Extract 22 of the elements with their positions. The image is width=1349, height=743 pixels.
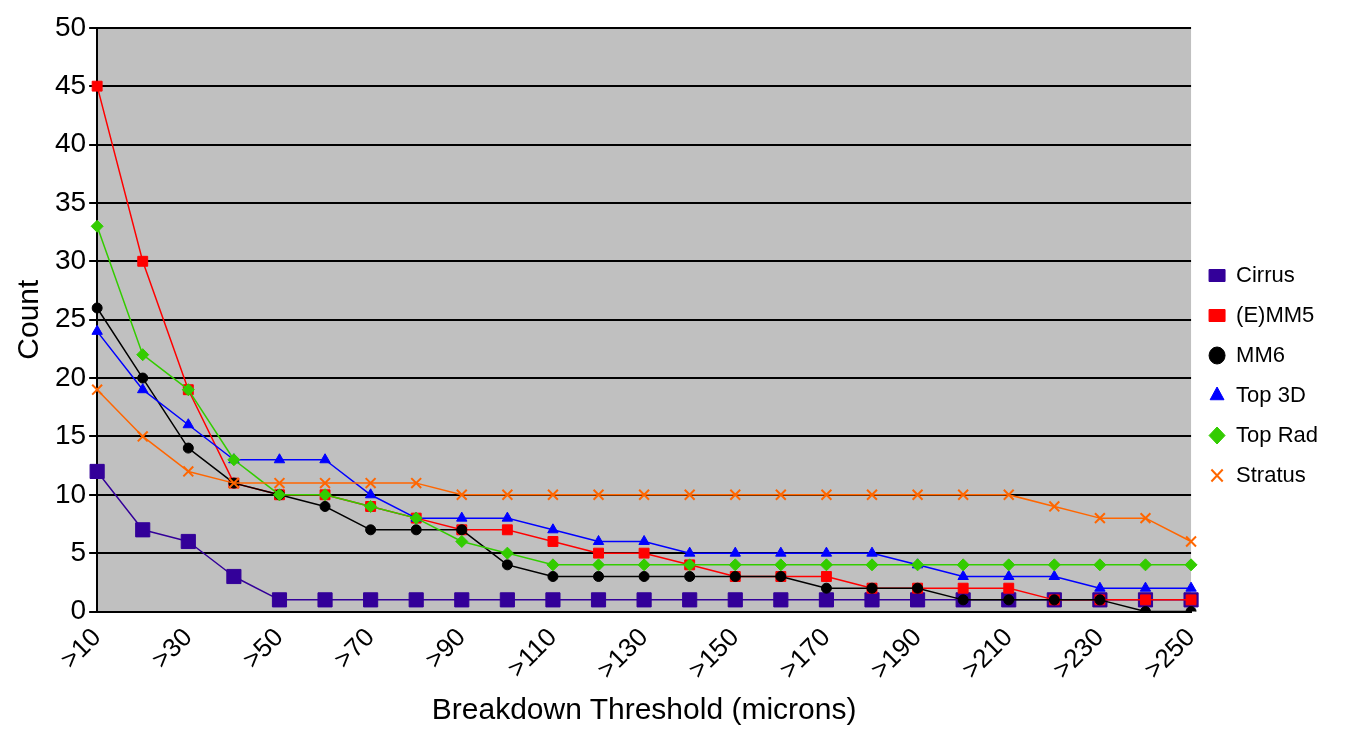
legend-label: Cirrus <box>1236 261 1295 287</box>
legend-label: Top Rad <box>1236 421 1319 447</box>
y-tick-label: 45 <box>54 68 87 100</box>
x-tick-label: >30 <box>145 621 198 675</box>
x-tick-label: >50 <box>236 621 289 675</box>
y-tick-label: 25 <box>54 302 87 334</box>
y-tick-label: 30 <box>54 244 87 276</box>
legend-label: Stratus <box>1236 461 1306 487</box>
legend-label: Top 3D <box>1236 381 1306 407</box>
y-tick-label: 10 <box>54 477 87 509</box>
x-axis-title: Breakdown Threshold (microns) <box>431 692 857 726</box>
y-axis-title: Count <box>11 278 45 360</box>
y-tick-label: 5 <box>70 535 87 567</box>
x-tick-label: >70 <box>327 621 380 675</box>
y-tick-label: 15 <box>54 419 87 451</box>
legend-label: MM6 <box>1236 341 1285 367</box>
y-tick-label: 50 <box>54 10 87 42</box>
y-tick-label: 20 <box>54 360 87 392</box>
legend-label: (E)MM5 <box>1236 301 1315 327</box>
x-tick-label: >90 <box>418 621 472 675</box>
y-tick-label: 40 <box>54 127 87 159</box>
y-tick-label: 35 <box>54 185 87 217</box>
